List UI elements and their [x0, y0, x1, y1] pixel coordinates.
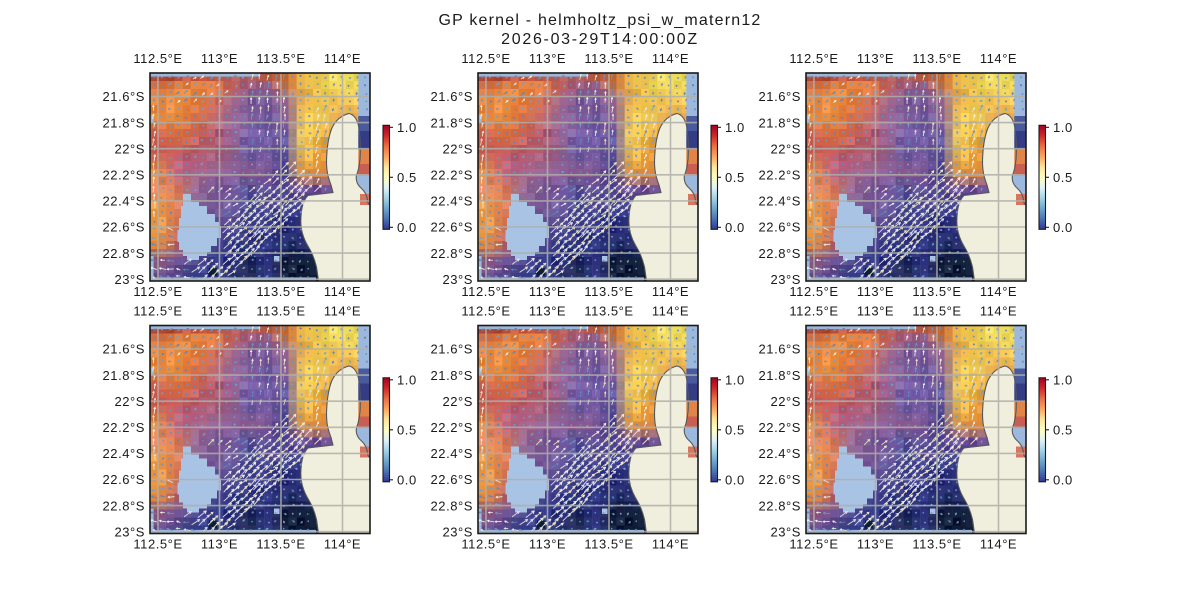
- svg-text:2026-03-29T14:00:00Z: 2026-03-29T14:00:00Z: [501, 31, 699, 48]
- svg-text:GP kernel - helmholtz_psi_w_ma: GP kernel - helmholtz_psi_w_matern12: [438, 12, 761, 29]
